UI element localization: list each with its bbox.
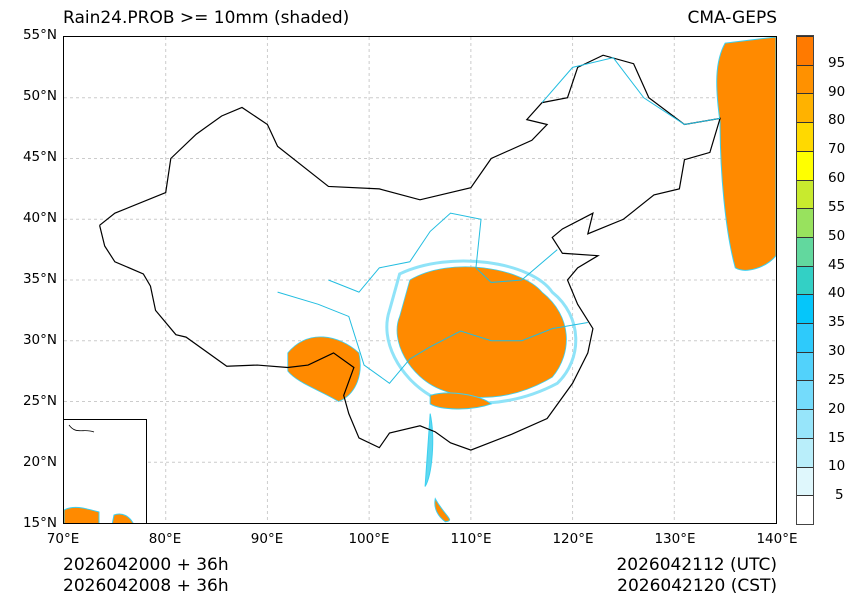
colorbar-label: 60 bbox=[828, 170, 846, 187]
colorbar-segment bbox=[797, 236, 813, 266]
colorbar-label: 5 bbox=[835, 487, 844, 504]
precip-area-indochina bbox=[435, 499, 450, 522]
colorbar bbox=[796, 35, 814, 525]
colorbar-segment bbox=[797, 380, 813, 410]
inset-coastline bbox=[68, 424, 95, 433]
colorbar-label: 80 bbox=[828, 112, 846, 129]
lon-tick-label: 90°E bbox=[250, 531, 284, 547]
lon-tick-label: 110°E bbox=[450, 531, 492, 547]
colorbar-label: 10 bbox=[828, 458, 846, 475]
lat-tick-label: 20°N bbox=[22, 454, 57, 470]
lat-tick-label: 50°N bbox=[22, 88, 57, 104]
chart-title-right: CMA-GEPS bbox=[687, 8, 777, 28]
colorbar-segment bbox=[797, 93, 813, 123]
precip-area-central-china bbox=[397, 267, 566, 398]
colorbar-label: 95 bbox=[828, 54, 846, 71]
inset-precip bbox=[64, 506, 100, 523]
yellow-river bbox=[328, 213, 557, 292]
map-svg bbox=[64, 37, 776, 523]
precip-area-southwest bbox=[288, 337, 361, 402]
colorbar-segment bbox=[797, 64, 813, 94]
colorbar-segment bbox=[797, 36, 813, 65]
lon-tick-label: 140°E bbox=[756, 531, 798, 547]
colorbar-label: 50 bbox=[828, 227, 846, 244]
lat-tick-label: 25°N bbox=[22, 393, 57, 409]
lon-tick-label: 130°E bbox=[654, 531, 696, 547]
inset-precip-2 bbox=[111, 513, 134, 523]
lon-tick-label: 120°E bbox=[552, 531, 594, 547]
lon-tick-label: 80°E bbox=[148, 531, 182, 547]
precip-area-central-china-edge bbox=[387, 261, 576, 403]
valid-time-cst: 2026042120 (CST) bbox=[617, 576, 777, 596]
precip-area-myanmar bbox=[425, 414, 433, 487]
colorbar-label: 15 bbox=[828, 429, 846, 446]
precip-shading bbox=[288, 37, 776, 522]
init-time-cst: 2026042008 + 36h bbox=[63, 576, 229, 596]
colorbar-segment bbox=[797, 351, 813, 381]
china-border bbox=[100, 55, 720, 450]
chart-title-left: Rain24.PROB >= 10mm (shaded) bbox=[63, 8, 350, 28]
precip-area-sea-of-japan bbox=[717, 37, 776, 270]
colorbar-segment bbox=[797, 265, 813, 295]
lon-tick-label: 100°E bbox=[348, 531, 390, 547]
colorbar-segment bbox=[797, 208, 813, 237]
colorbar-segment bbox=[797, 323, 813, 352]
colorbar-segment bbox=[797, 495, 813, 524]
colorbar-label: 20 bbox=[828, 400, 846, 417]
colorbar-segment bbox=[797, 409, 813, 438]
lon-tick-label: 70°E bbox=[46, 531, 80, 547]
precip-area-south-china bbox=[430, 393, 491, 409]
colorbar-segment bbox=[797, 122, 813, 151]
lat-tick-label: 45°N bbox=[22, 149, 57, 165]
lat-tick-label: 35°N bbox=[22, 271, 57, 287]
init-time-utc: 2026042000 + 36h bbox=[63, 555, 229, 575]
colorbar-segment bbox=[797, 466, 813, 496]
lat-tick-label: 15°N bbox=[22, 515, 57, 531]
lat-tick-label: 40°N bbox=[22, 210, 57, 226]
colorbar-segment bbox=[797, 150, 813, 180]
colorbar-label: 30 bbox=[828, 343, 846, 360]
colorbar-label: 40 bbox=[828, 285, 846, 302]
valid-time-utc: 2026042112 (UTC) bbox=[616, 555, 777, 575]
colorbar-label: 55 bbox=[828, 198, 846, 215]
colorbar-label: 90 bbox=[828, 83, 846, 100]
south-china-sea-inset bbox=[63, 419, 147, 524]
lat-tick-label: 30°N bbox=[22, 332, 57, 348]
colorbar-label: 25 bbox=[828, 371, 846, 388]
lat-tick-label: 55°N bbox=[22, 27, 57, 43]
yangtze-river bbox=[278, 292, 588, 383]
amur-river bbox=[542, 58, 720, 125]
colorbar-label: 70 bbox=[828, 141, 846, 158]
colorbar-segment bbox=[797, 437, 813, 467]
colorbar-segment bbox=[797, 294, 813, 324]
map-plot-area bbox=[63, 36, 777, 524]
colorbar-label: 35 bbox=[828, 314, 846, 331]
colorbar-segment bbox=[797, 179, 813, 209]
colorbar-label: 45 bbox=[828, 256, 846, 273]
inset-svg bbox=[64, 424, 134, 523]
